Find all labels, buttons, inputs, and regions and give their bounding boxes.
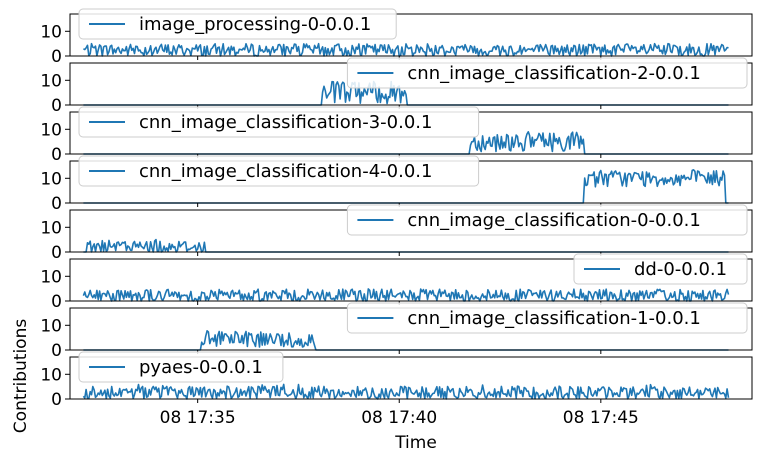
panel-0: 0 10 image_processing-0-0.0.1 <box>40 8 753 67</box>
legend-label-3: cnn_image_classification-4-0.0.1 <box>139 161 432 182</box>
y-tick-label-3-0: 0 <box>51 194 62 214</box>
y-tick-label-0-0: 0 <box>51 47 62 67</box>
panel-3: 0 10 cnn_image_classification-4-0.0.1 <box>40 155 753 214</box>
y-tick-label-5-10: 10 <box>40 267 62 287</box>
legend-label-7: pyaes-0-0.0.1 <box>139 357 263 378</box>
legend-label-2: cnn_image_classification-3-0.0.1 <box>139 112 432 133</box>
y-tick-label-2-10: 10 <box>40 120 62 140</box>
y-tick-label-3-10: 10 <box>40 169 62 189</box>
legend-7: pyaes-0-0.0.1 <box>78 351 284 383</box>
legend-3: cnn_image_classification-4-0.0.1 <box>78 155 480 187</box>
x-tick-label-0: 08 17:35 <box>160 408 236 428</box>
legend-label-5: dd-0-0.0.1 <box>634 259 727 280</box>
legend-0: image_processing-0-0.0.1 <box>78 8 397 40</box>
legend-box-3 <box>78 155 480 187</box>
y-tick-label-1-10: 10 <box>40 71 62 91</box>
legend-box-5 <box>573 253 748 285</box>
y-tick-label-0-10: 10 <box>40 22 62 42</box>
legend-box-2 <box>78 106 480 138</box>
legend-2: cnn_image_classification-3-0.0.1 <box>78 106 480 138</box>
x-axis-label: Time <box>394 433 437 453</box>
panel-6: 0 10 cnn_image_classification-1-0.0.1 <box>40 302 753 361</box>
legend-label-1: cnn_image_classification-2-0.0.1 <box>407 63 700 84</box>
panel-2: 0 10 cnn_image_classification-3-0.0.1 <box>40 106 753 165</box>
x-tick-label-1: 08 17:40 <box>361 408 437 428</box>
y-tick-label-7-10: 10 <box>40 365 62 385</box>
axes-frame-0 <box>69 13 753 57</box>
series-line-5 <box>82 288 730 302</box>
legend-box-1 <box>346 57 748 89</box>
legend-box-6 <box>346 302 748 334</box>
legend-box-4 <box>346 204 748 236</box>
legend-4: cnn_image_classification-0-0.0.1 <box>346 204 748 236</box>
axes-frame-5 <box>69 258 753 302</box>
y-axis-label: Contributions <box>11 319 31 434</box>
panel-1: 0 10 cnn_image_classification-2-0.0.1 <box>40 57 753 116</box>
legend-box-7 <box>78 351 284 383</box>
series-line-0 <box>83 42 729 57</box>
legend-label-6: cnn_image_classification-1-0.0.1 <box>407 308 700 329</box>
y-tick-label-5-0: 0 <box>51 292 62 312</box>
panels-group: 0 10 image_processing-0-0.0.1 0 10 cnn_image_… <box>40 8 753 410</box>
x-tick-label-2: 08 17:45 <box>563 408 639 428</box>
axes-frame-7 <box>69 356 753 400</box>
legend-5: dd-0-0.0.1 <box>573 253 748 285</box>
y-tick-label-4-0: 0 <box>51 243 62 263</box>
legend-box-0 <box>78 8 397 40</box>
y-tick-label-1-0: 0 <box>51 96 62 116</box>
series-line-7 <box>82 383 730 400</box>
legend-label-4: cnn_image_classification-0-0.0.1 <box>407 210 700 231</box>
y-tick-label-6-10: 10 <box>40 316 62 336</box>
panel-4: 0 10 cnn_image_classification-0-0.0.1 <box>40 204 753 263</box>
panel-5: 0 10 dd-0-0.0.1 <box>40 253 753 312</box>
series-line-6 <box>83 329 729 351</box>
y-tick-label-4-10: 10 <box>40 218 62 238</box>
legend-1: cnn_image_classification-2-0.0.1 <box>346 57 748 89</box>
legend-label-0: image_processing-0-0.0.1 <box>139 14 371 35</box>
y-tick-label-7-0: 0 <box>51 390 62 410</box>
y-tick-label-2-0: 0 <box>51 145 62 165</box>
series-line-4 <box>83 238 729 253</box>
panel-7: 0 10 pyaes-0-0.0.1 <box>40 351 753 410</box>
x-ticks-group: 08 17:35 08 17:40 08 17:45 <box>160 408 639 428</box>
y-tick-label-6-0: 0 <box>51 341 62 361</box>
legend-6: cnn_image_classification-1-0.0.1 <box>346 302 748 334</box>
